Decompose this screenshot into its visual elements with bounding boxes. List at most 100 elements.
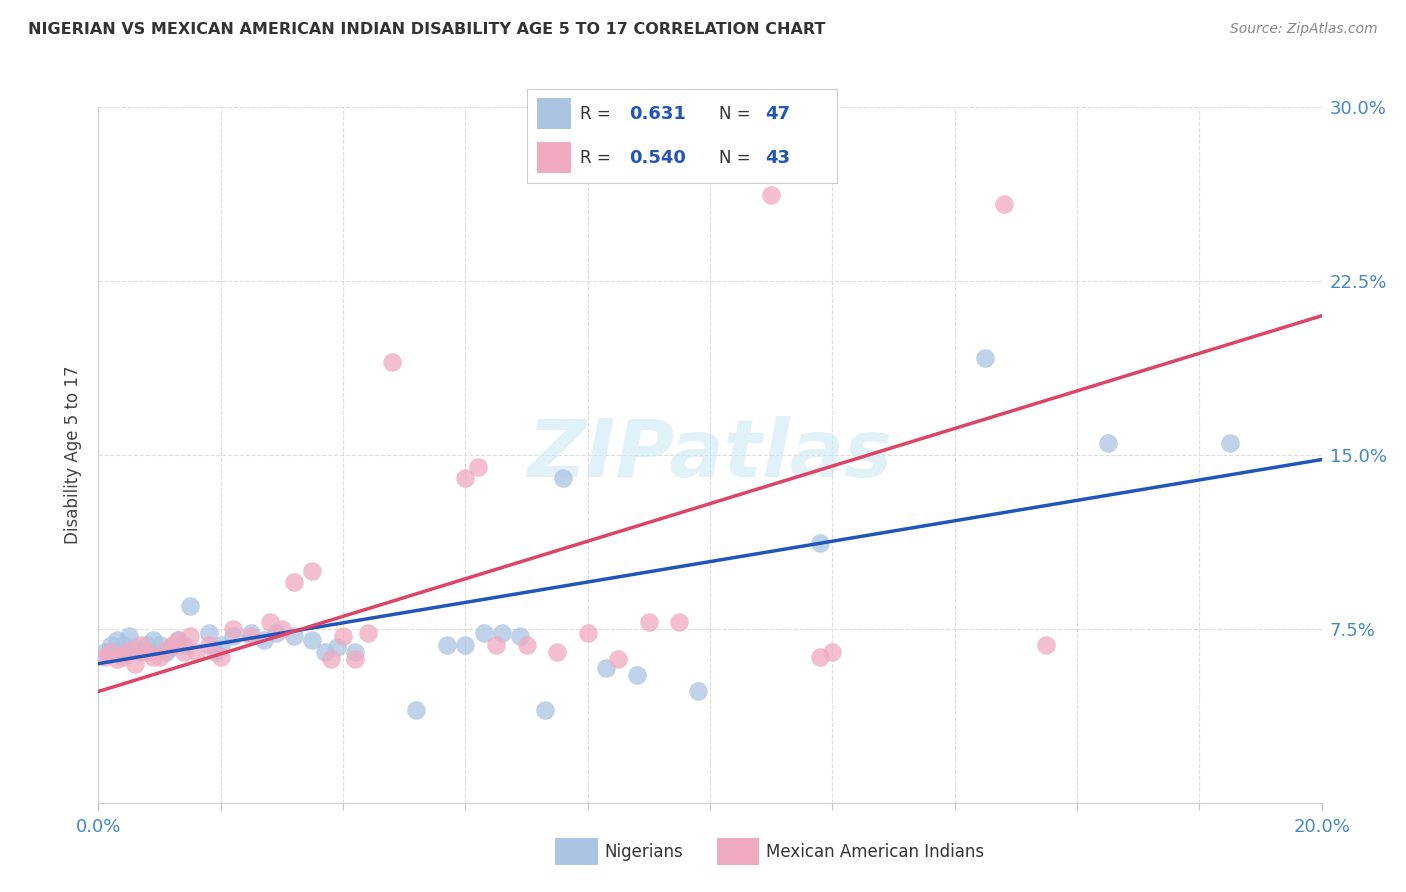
Point xyxy=(186,645,208,659)
Point xyxy=(173,638,195,652)
Point xyxy=(118,645,141,659)
Text: NIGERIAN VS MEXICAN AMERICAN INDIAN DISABILITY AGE 5 TO 17 CORRELATION CHART: NIGERIAN VS MEXICAN AMERICAN INDIAN DISA… xyxy=(28,22,825,37)
Point xyxy=(111,649,134,664)
Text: 47: 47 xyxy=(765,104,790,122)
Point xyxy=(301,633,323,648)
Point xyxy=(209,638,232,652)
Point xyxy=(472,626,495,640)
Point xyxy=(821,645,844,659)
Point xyxy=(124,642,146,657)
Text: 43: 43 xyxy=(765,149,790,167)
Point xyxy=(209,649,232,664)
Point xyxy=(1035,638,1057,652)
Point xyxy=(993,197,1015,211)
Point xyxy=(149,649,172,664)
Point xyxy=(100,645,122,659)
Point xyxy=(160,638,183,652)
Point xyxy=(356,626,378,640)
Point xyxy=(167,633,190,648)
Point xyxy=(314,645,336,659)
Point xyxy=(485,638,508,652)
Point xyxy=(516,638,538,652)
Point xyxy=(204,645,226,659)
Text: N =: N = xyxy=(718,104,756,122)
FancyBboxPatch shape xyxy=(537,142,571,173)
Point xyxy=(222,629,245,643)
Point xyxy=(111,638,134,652)
Point xyxy=(808,536,831,550)
Y-axis label: Disability Age 5 to 17: Disability Age 5 to 17 xyxy=(65,366,83,544)
Point xyxy=(534,703,557,717)
Point xyxy=(197,626,219,640)
Point xyxy=(607,652,630,666)
Point xyxy=(179,599,201,613)
Text: 0.540: 0.540 xyxy=(630,149,686,167)
Point xyxy=(319,652,342,666)
Point xyxy=(283,629,305,643)
Point xyxy=(124,657,146,671)
Point xyxy=(129,638,152,652)
Point xyxy=(467,459,489,474)
Point xyxy=(626,668,648,682)
Text: Mexican American Indians: Mexican American Indians xyxy=(766,843,984,861)
Point xyxy=(222,622,245,636)
Point xyxy=(381,355,404,369)
Text: Nigerians: Nigerians xyxy=(605,843,683,861)
Point xyxy=(136,638,159,652)
Point xyxy=(118,642,141,657)
Point xyxy=(252,633,274,648)
Point xyxy=(668,615,690,629)
Point xyxy=(808,649,831,664)
Text: ZIPatlas: ZIPatlas xyxy=(527,416,893,494)
Point xyxy=(686,684,709,698)
Point xyxy=(546,645,568,659)
Point xyxy=(179,629,201,643)
Point xyxy=(301,564,323,578)
Point xyxy=(100,638,122,652)
Point xyxy=(595,661,617,675)
Point xyxy=(105,633,128,648)
Text: R =: R = xyxy=(579,104,616,122)
Point xyxy=(332,629,354,643)
Point xyxy=(136,645,159,659)
Point xyxy=(454,471,477,485)
Point xyxy=(129,645,152,659)
Point xyxy=(344,645,367,659)
Point xyxy=(509,629,531,643)
Point xyxy=(553,471,575,485)
Point xyxy=(576,626,599,640)
Point xyxy=(264,626,287,640)
Point xyxy=(118,629,141,643)
Point xyxy=(1097,436,1119,450)
Point xyxy=(240,629,263,643)
Point xyxy=(124,640,146,655)
Point xyxy=(240,626,263,640)
Point xyxy=(100,645,122,659)
Point xyxy=(344,652,367,666)
Point xyxy=(405,703,427,717)
Point xyxy=(454,638,477,652)
Text: Source: ZipAtlas.com: Source: ZipAtlas.com xyxy=(1230,22,1378,37)
Text: R =: R = xyxy=(579,149,616,167)
Text: N =: N = xyxy=(718,149,756,167)
Point xyxy=(436,638,458,652)
Point xyxy=(167,633,190,648)
Point xyxy=(173,645,195,659)
Point xyxy=(759,188,782,202)
Point xyxy=(105,652,128,666)
Text: 0.631: 0.631 xyxy=(630,104,686,122)
Point xyxy=(155,645,177,659)
Point xyxy=(637,615,661,629)
Point xyxy=(155,642,177,657)
Point xyxy=(105,642,128,657)
Point xyxy=(111,645,134,659)
Point xyxy=(142,649,165,664)
Point xyxy=(93,649,115,664)
FancyBboxPatch shape xyxy=(537,97,571,129)
Point xyxy=(93,645,115,659)
Point xyxy=(1219,436,1241,450)
Point xyxy=(491,626,513,640)
Point xyxy=(283,575,305,590)
Point xyxy=(974,351,997,365)
Point xyxy=(259,615,281,629)
